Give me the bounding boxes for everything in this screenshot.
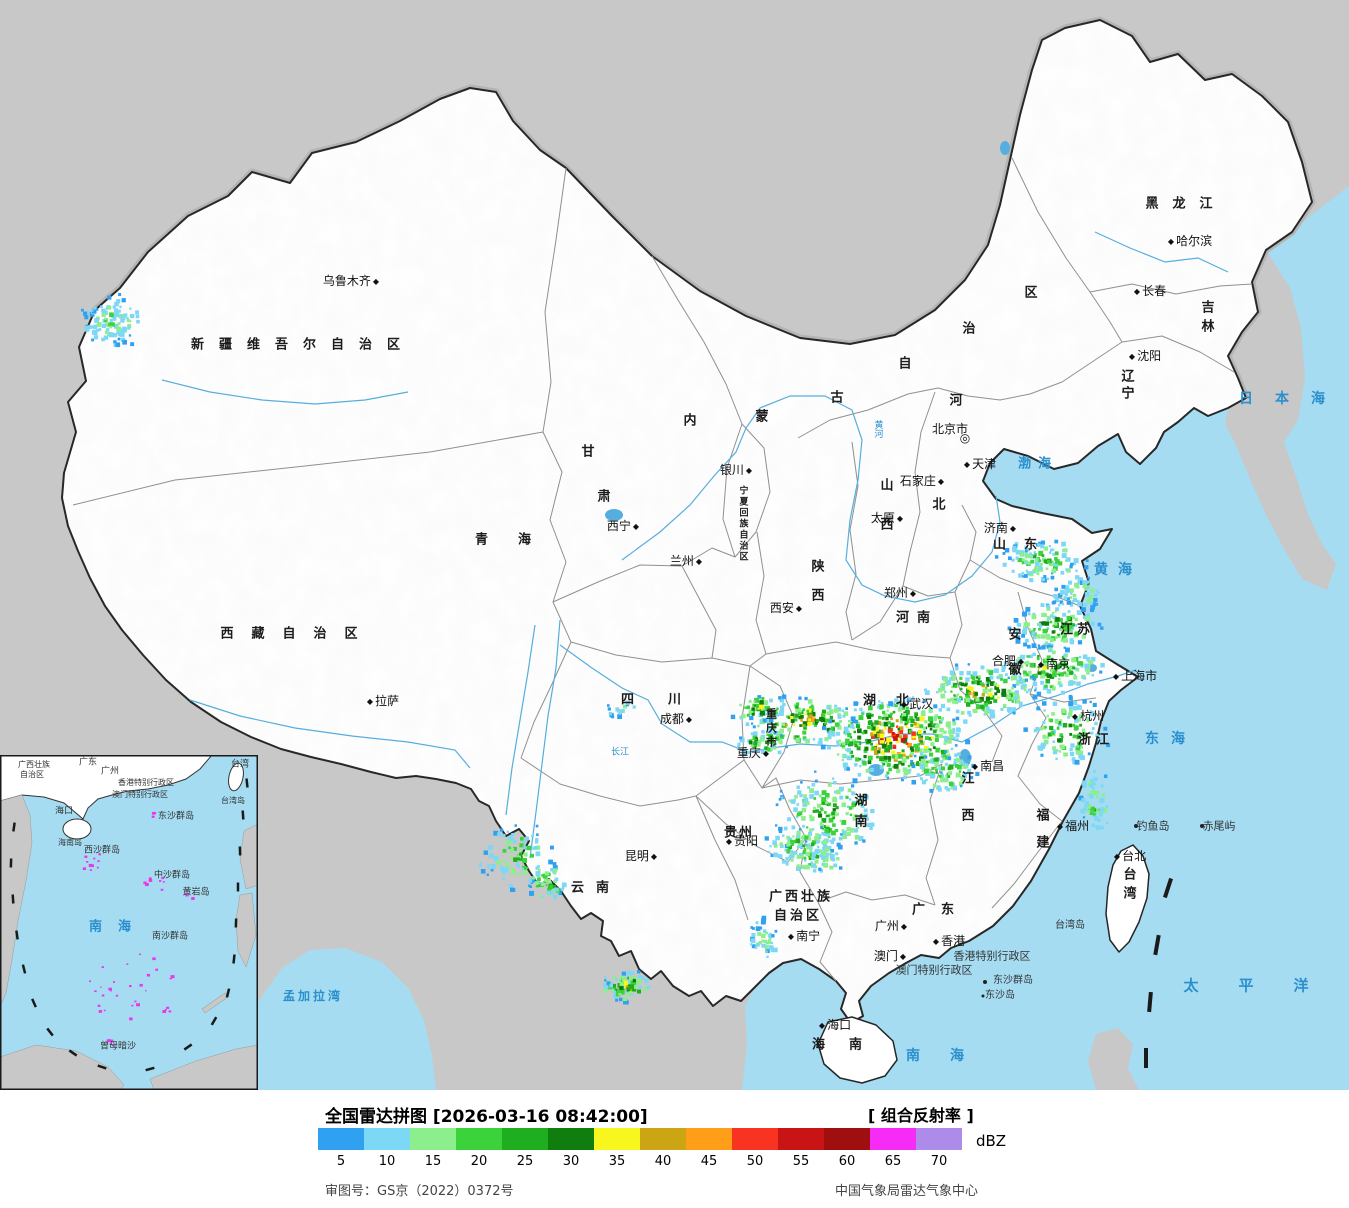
source-credit: 中国气象局雷达气象中心: [835, 1184, 979, 1199]
inset-china-coast: [0, 755, 213, 820]
legend-value-40: 40: [654, 1154, 672, 1169]
legend-swatch-25: [502, 1128, 548, 1150]
legend-swatch-35: [594, 1128, 640, 1150]
legend-swatch-60: [824, 1128, 870, 1150]
legend-value-35: 35: [608, 1154, 626, 1169]
legend-swatch-45: [686, 1128, 732, 1150]
legend-color-bar: [318, 1128, 962, 1150]
small-island-dots: [981, 824, 1204, 998]
south-china-sea-inset: [0, 755, 258, 1090]
map-title-timestamp: 全国雷达拼图 [2026-03-16 08:42:00]: [325, 1107, 648, 1127]
legend-value-25: 25: [516, 1154, 534, 1169]
legend-swatch-15: [410, 1128, 456, 1150]
legend-swatch-10: [364, 1128, 410, 1150]
legend-swatch-30: [548, 1128, 594, 1150]
legend-swatch-55: [778, 1128, 824, 1150]
east-sea-area: [742, 186, 1349, 1090]
inset-borneo-1: [0, 1044, 125, 1090]
legend-swatch-50: [732, 1128, 778, 1150]
inset-borneo-2: [149, 1044, 258, 1090]
inset-vietnam: [0, 794, 33, 1008]
maritime-dash-line: [1144, 877, 1173, 1068]
legend-value-45: 45: [700, 1154, 718, 1169]
inset-taiwan: [228, 762, 244, 792]
inset-island-groups: [82, 811, 195, 1047]
radar-echo-layer: [81, 293, 1111, 1005]
legend-value-10: 10: [378, 1154, 396, 1169]
legend-value-30: 30: [562, 1154, 580, 1169]
legend-value-5: 5: [336, 1154, 346, 1169]
legend-value-50: 50: [746, 1154, 764, 1169]
legend-swatch-5: [318, 1128, 364, 1150]
korea-peninsula: [1225, 398, 1336, 590]
rivers: [161, 141, 1229, 859]
legend-value-60: 60: [838, 1154, 856, 1169]
legend-unit: dBZ: [976, 1132, 1007, 1150]
legend-panel: 全国雷达拼图 [2026-03-16 08:42:00] [ 组合反射率 ] 5…: [0, 1090, 1349, 1208]
legend-value-15: 15: [424, 1154, 442, 1169]
inset-philippines-1: [239, 824, 258, 890]
legend-swatch-65: [870, 1128, 916, 1150]
legend-value-70: 70: [930, 1154, 948, 1169]
taiwan-island: [1105, 844, 1150, 953]
legend-swatch-20: [456, 1128, 502, 1150]
china-radar-map: [61, 16, 1349, 1090]
legend-value-55: 55: [792, 1154, 810, 1169]
legend-values: 5 10 15 20 25 30 35 40 45 50 55 60 65 70: [318, 1154, 962, 1169]
legend-swatch-40: [640, 1128, 686, 1150]
legend-value-65: 65: [884, 1154, 902, 1169]
luzon-island: [1088, 1028, 1139, 1090]
inset-hainan: [62, 818, 92, 840]
product-label: [ 组合反射率 ]: [868, 1106, 974, 1125]
legend-swatch-70: [916, 1128, 962, 1150]
hainan-island: [817, 1016, 898, 1084]
legend-value-20: 20: [470, 1154, 488, 1169]
map-approval-number: 审图号：GS京（2022）0372号: [325, 1184, 514, 1199]
inset-dash-line: [9, 778, 249, 1072]
bay-of-bengal: [258, 948, 436, 1090]
